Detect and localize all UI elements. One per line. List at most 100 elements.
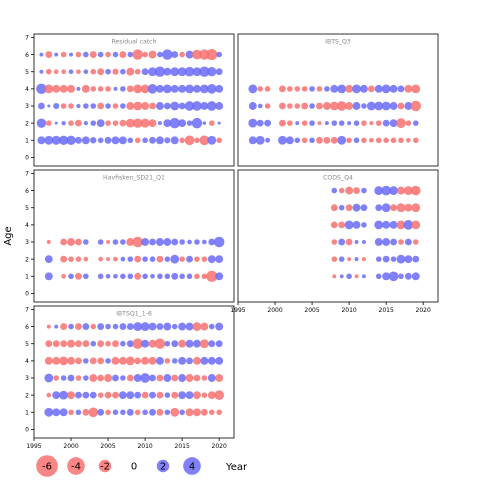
- bubble-age4-1997: [44, 84, 54, 94]
- bubble-age2-2010: [347, 121, 352, 126]
- bubble-age6-1996: [39, 52, 44, 57]
- bubble-age5-1999: [61, 69, 66, 75]
- bubble-age2-2011: [148, 119, 157, 128]
- x-tick-label: 2000: [63, 443, 78, 450]
- bubble-age1-1997: [44, 135, 54, 145]
- bubble-age1-2010: [142, 409, 148, 416]
- bubble-age4-2004: [97, 357, 105, 365]
- bubble-age2-2013: [163, 119, 172, 128]
- bubble-age4-2017: [396, 220, 406, 230]
- bubble-age4-2010: [141, 356, 150, 365]
- panel-bubbles: [44, 236, 225, 282]
- bubble-age5-2009: [338, 204, 345, 211]
- y-tick-label: 5: [25, 69, 29, 76]
- bubble-age3-2000: [67, 374, 75, 382]
- bubble-age6-2003: [90, 323, 97, 330]
- bubble-age1-2011: [353, 137, 360, 144]
- bubble-age3-2014: [374, 238, 383, 246]
- bubble-age3-1997: [46, 240, 51, 244]
- bubble-age6-2006: [112, 51, 119, 58]
- legend-label: -4: [71, 462, 81, 473]
- bubble-age4-2012: [361, 222, 367, 228]
- panel-3: Havfisken_SD21_Q1 0 1 2 3 4 5 6 7: [25, 169, 235, 303]
- bubble-age4-2011: [352, 220, 361, 229]
- bubble-age1-2002: [82, 408, 90, 416]
- bubble-age3-2020: [215, 102, 224, 110]
- bubble-age1-2011: [149, 408, 156, 416]
- bubble-age2-2006: [113, 256, 118, 262]
- bubble-age1-2001: [278, 135, 287, 145]
- bubble-age3-1999: [60, 103, 67, 109]
- bubble-age1-2019: [207, 135, 217, 145]
- bubble-age5-2015: [178, 339, 187, 348]
- bubble-age3-1997: [47, 104, 51, 108]
- bubble-age2-2014: [169, 117, 180, 129]
- bubble-age3-2015: [382, 238, 391, 246]
- bubble-age5-2004: [97, 68, 105, 76]
- bubble-age3-2016: [390, 238, 397, 246]
- bubble-age5-2020: [215, 340, 223, 348]
- bubble-age6-2011: [148, 50, 157, 59]
- bubble-age2-2019: [412, 255, 420, 263]
- bubble-age4-1997: [248, 84, 258, 94]
- bubble-age4-2009: [134, 357, 142, 365]
- bubble-age3-2018: [202, 239, 207, 245]
- bubble-age4-2001: [279, 85, 286, 93]
- bubble-age2-2015: [382, 255, 390, 263]
- bubble-age3-2007: [120, 103, 126, 109]
- bubble-age2-2015: [178, 119, 187, 128]
- bubble-age2-1999: [59, 390, 69, 400]
- y-tick-label: 3: [25, 103, 29, 110]
- bubble-age1-2007: [120, 273, 126, 280]
- bubble-age6-2013: [163, 322, 172, 331]
- bubble-age5-2019: [411, 203, 421, 213]
- bubble-age1-2017: [194, 273, 200, 280]
- bubble-age3-2002: [287, 103, 293, 109]
- bubble-age3-1999: [60, 238, 68, 246]
- bubble-age3-2014: [374, 101, 384, 111]
- bubble-age4-2001: [76, 86, 81, 91]
- bubble-age1-2005: [105, 273, 111, 279]
- bubble-age1-2004: [97, 408, 105, 416]
- legend-label: 2: [160, 462, 166, 473]
- bubble-age1-2008: [127, 273, 134, 280]
- bubble-age1-2007: [118, 136, 127, 145]
- bubble-age1-2002: [285, 136, 294, 145]
- y-tick-label: 2: [25, 392, 29, 399]
- bubble-age5-1998: [52, 340, 60, 348]
- bubble-age6-2019: [208, 323, 215, 330]
- bubble-age2-1999: [264, 119, 272, 127]
- panel-frame: [33, 305, 235, 439]
- panel-frame: [33, 169, 235, 303]
- panels-layer: Residual catch 0 1 2 3 4 5 6 7 IBTS_Q3 Havfisken_S…: [25, 33, 439, 450]
- bubble-age1-2018: [200, 408, 208, 416]
- bubble-age2-2012: [361, 120, 367, 126]
- bubble-age1-2001: [75, 272, 82, 280]
- bubble-age4-2002: [83, 358, 89, 364]
- x-tick-label: 2010: [341, 307, 356, 314]
- bubble-age3-2004: [301, 102, 309, 110]
- x-tick-label: 2005: [100, 443, 115, 450]
- bubble-age4-2010: [140, 84, 150, 94]
- y-tick-label: 1: [25, 409, 29, 416]
- bubble-age3-2010: [345, 238, 353, 246]
- bubble-age6-2020: [216, 51, 222, 58]
- y-tick-label: 2: [25, 120, 29, 127]
- bubble-age6-2015: [381, 185, 391, 196]
- bubble-age2-2004: [97, 392, 104, 398]
- bubble-age5-2020: [215, 68, 223, 76]
- bubble-age3-2000: [67, 238, 75, 246]
- bubble-age2-2004: [96, 119, 105, 128]
- bubble-age4-1996: [36, 83, 47, 95]
- bubble-age4-2016: [389, 220, 398, 229]
- bubble-age1-2005: [104, 136, 112, 144]
- bubble-age3-2009: [133, 101, 143, 111]
- bubble-age4-2015: [381, 84, 391, 94]
- bubble-age1-2017: [398, 137, 404, 144]
- bubble-age2-2015: [179, 256, 185, 262]
- bubble-age1-2009: [134, 272, 142, 280]
- bubble-age2-2008: [126, 391, 135, 400]
- bubble-age2-2012: [156, 255, 164, 263]
- bubble-age2-2007: [120, 256, 126, 262]
- bubble-age5-2010: [345, 204, 353, 212]
